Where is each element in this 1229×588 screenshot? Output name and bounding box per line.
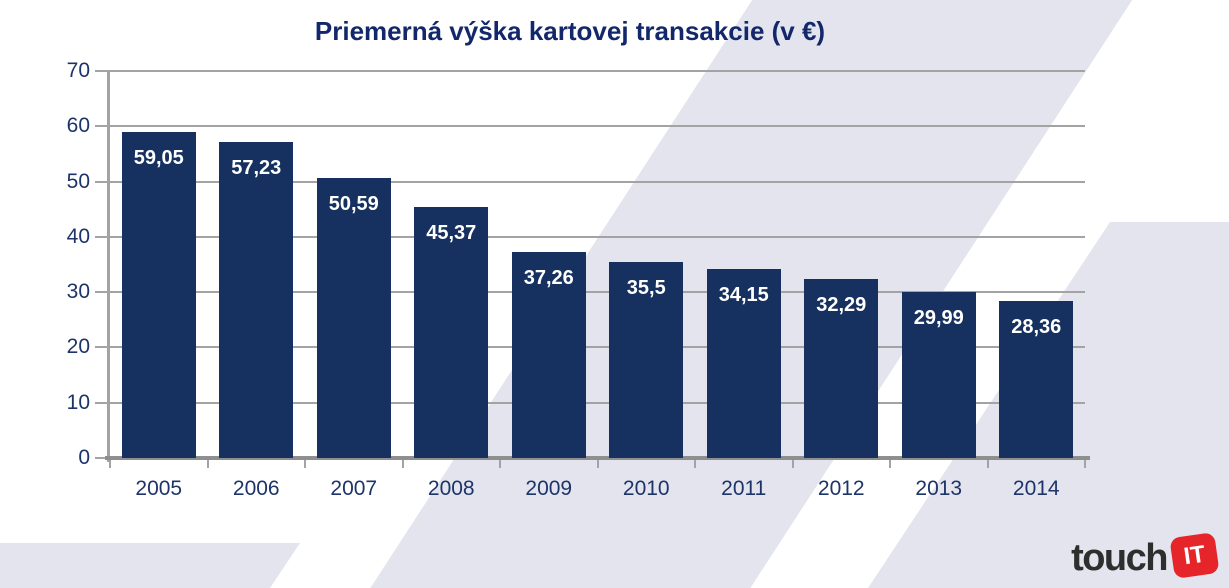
y-axis-tick — [95, 235, 110, 238]
bar-value-label: 34,15 — [718, 284, 769, 307]
logo-text: touch — [1071, 536, 1168, 579]
plot-area: 0 10 20 30 40 50 60 70 59,05 2005 57,23 2006 50,59 20… — [67, 59, 1090, 500]
x-axis-tick — [109, 460, 111, 468]
x-axis-tick — [986, 460, 989, 468]
x-axis-category-label: 2007 — [330, 477, 378, 500]
y-axis-tick-label: 60 — [66, 114, 90, 138]
x-axis-category-label: 2011 — [721, 477, 767, 500]
gridline — [110, 235, 1085, 238]
bar-value-label: 29,99 — [913, 307, 964, 330]
x-axis-category-label: 2005 — [135, 477, 183, 500]
y-axis-line — [107, 70, 110, 462]
y-axis-tick-label: 70 — [66, 59, 90, 82]
y-axis-tick-label: 20 — [66, 335, 90, 359]
bar: 57,23 — [219, 141, 294, 458]
y-axis-tick — [95, 180, 110, 183]
x-axis-category-label: 2008 — [427, 477, 475, 500]
background-stripe-bottom-left — [0, 543, 300, 588]
bar-value-label: 57,23 — [231, 156, 282, 179]
bar-value-label: 32,29 — [816, 294, 867, 317]
x-axis-category-label: 2010 — [622, 477, 670, 500]
x-axis-tick — [596, 460, 599, 468]
x-axis-tick — [791, 460, 794, 468]
bar: 45,37 — [414, 207, 489, 458]
bar-value-label: 35,5 — [626, 276, 666, 299]
y-axis-tick — [95, 70, 110, 72]
x-axis-line — [105, 456, 1090, 460]
bar: 59,05 — [121, 131, 196, 458]
gridline — [110, 180, 1085, 183]
gridline — [110, 346, 1085, 349]
y-axis-tick-label: 30 — [66, 280, 90, 304]
x-axis-tick — [401, 460, 404, 468]
bar-value-label: 45,37 — [426, 222, 477, 245]
bar-value-label: 28,36 — [1011, 316, 1062, 339]
x-axis-tick — [499, 460, 501, 468]
gridline — [110, 70, 1085, 72]
bar: 50,59 — [316, 178, 391, 458]
y-axis-tick-label: 0 — [78, 446, 90, 469]
bar: 35,5 — [609, 261, 684, 458]
bar: 32,29 — [804, 279, 879, 458]
bar-value-label: 37,26 — [523, 267, 574, 289]
x-axis-tick — [694, 460, 696, 468]
logo-badge-icon: IT — [1169, 532, 1220, 579]
x-axis-tick — [889, 460, 891, 468]
bar-value-label: 50,59 — [328, 193, 379, 216]
x-axis-tick — [1084, 460, 1086, 468]
chart-title: Priemerná výška kartovej transakcie (v €… — [314, 16, 826, 46]
y-axis-tick — [95, 401, 110, 404]
x-axis-category-label: 2009 — [525, 477, 573, 500]
x-axis-tick — [206, 460, 209, 468]
gridline — [110, 401, 1085, 404]
y-axis-tick — [95, 125, 110, 128]
bar: 34,15 — [706, 269, 781, 458]
bar: 28,36 — [999, 301, 1074, 458]
gridline — [110, 291, 1085, 294]
x-axis-category-label: 2012 — [817, 477, 865, 500]
x-axis-category-label: 2006 — [232, 477, 280, 500]
x-axis-category-label: 2013 — [915, 477, 963, 500]
y-axis-tick-label: 50 — [66, 169, 90, 193]
y-axis-tick — [95, 291, 110, 294]
y-axis-tick — [95, 346, 110, 349]
y-axis-tick — [95, 457, 110, 459]
bar: 29,99 — [901, 292, 976, 458]
y-axis-tick-label: 40 — [66, 224, 90, 248]
gridline — [110, 125, 1085, 128]
bar-value-label: 59,05 — [133, 146, 184, 169]
y-axis-tick-label: 10 — [66, 390, 90, 414]
x-axis-tick — [304, 460, 306, 468]
x-axis-category-label: 2014 — [1012, 477, 1060, 500]
bar: 37,26 — [511, 252, 586, 458]
touchit-logo: touch IT — [1071, 532, 1220, 580]
